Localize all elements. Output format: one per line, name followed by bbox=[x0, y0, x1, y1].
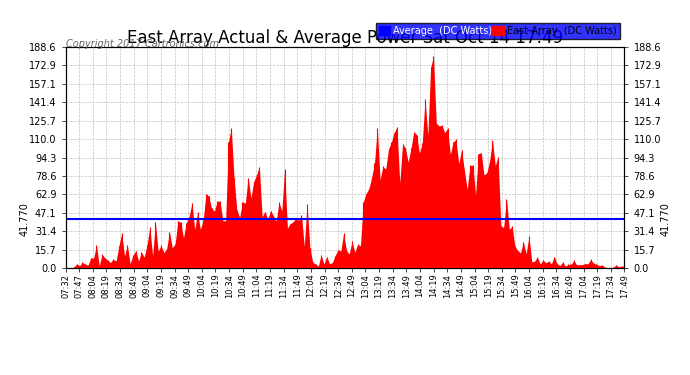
Text: Copyright 2017 Cartronics.com: Copyright 2017 Cartronics.com bbox=[66, 39, 219, 50]
Title: East Array Actual & Average Power Sat Oct 14 17:49: East Array Actual & Average Power Sat Oc… bbox=[127, 29, 563, 47]
Text: 41.770: 41.770 bbox=[19, 202, 29, 236]
Text: 41.770: 41.770 bbox=[661, 202, 671, 236]
Legend: Average  (DC Watts), East Array  (DC Watts): Average (DC Watts), East Array (DC Watts… bbox=[376, 23, 620, 39]
